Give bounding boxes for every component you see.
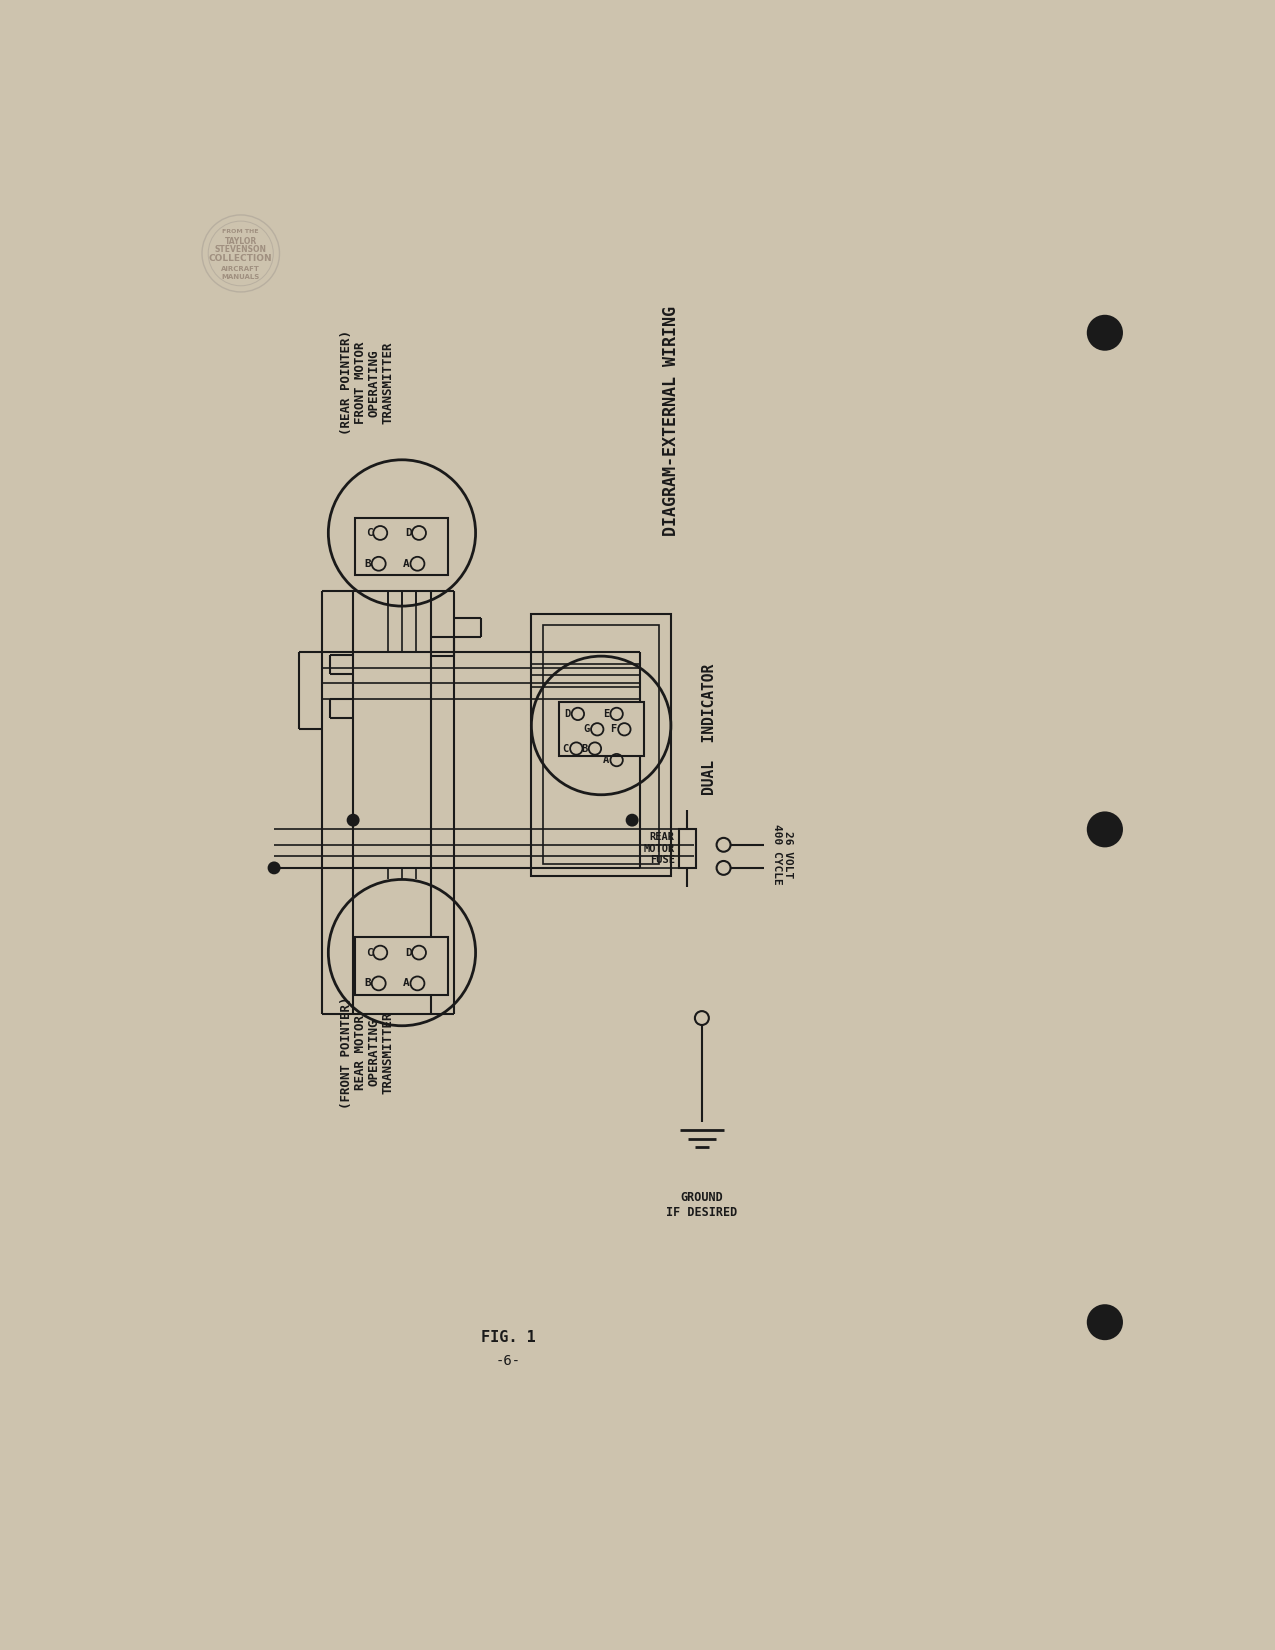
Text: STEVENSON: STEVENSON <box>214 246 266 254</box>
Text: AIRCRAFT: AIRCRAFT <box>222 266 260 272</box>
Text: D: D <box>404 947 412 957</box>
Text: -6-: -6- <box>496 1353 520 1368</box>
Circle shape <box>269 863 279 873</box>
Text: D: D <box>404 528 412 538</box>
Text: MANUALS: MANUALS <box>222 274 260 279</box>
Text: B: B <box>365 559 371 569</box>
Text: A: A <box>603 756 609 766</box>
Text: (FRONT POINTER): (FRONT POINTER) <box>339 997 353 1109</box>
Text: TAYLOR: TAYLOR <box>224 236 256 246</box>
Text: FIG. 1: FIG. 1 <box>481 1330 536 1345</box>
Bar <box>356 937 449 995</box>
Text: E: E <box>603 710 609 719</box>
Text: C: C <box>562 744 569 754</box>
Circle shape <box>1088 1305 1122 1340</box>
Text: OPERATING: OPERATING <box>367 1020 380 1086</box>
Bar <box>356 518 449 576</box>
Text: FRONT MOTOR: FRONT MOTOR <box>353 342 367 424</box>
Text: A: A <box>403 978 411 988</box>
Text: OPERATING: OPERATING <box>367 350 380 416</box>
Bar <box>558 703 644 756</box>
Bar <box>532 614 671 876</box>
Text: FROM THE: FROM THE <box>223 229 259 234</box>
Text: F: F <box>611 724 617 734</box>
Bar <box>678 830 696 868</box>
Text: REAR MOTOR: REAR MOTOR <box>353 1015 367 1091</box>
Text: B: B <box>581 744 588 754</box>
Text: REAR
MOTOR
FUSE: REAR MOTOR FUSE <box>644 832 674 865</box>
Text: (REAR POINTER): (REAR POINTER) <box>339 330 353 436</box>
Text: B: B <box>365 978 371 988</box>
Text: DUAL  INDICATOR: DUAL INDICATOR <box>703 663 717 795</box>
Text: COLLECTION: COLLECTION <box>209 254 273 264</box>
Text: C: C <box>366 528 372 538</box>
Circle shape <box>1088 315 1122 350</box>
Text: GROUND
IF DESIRED: GROUND IF DESIRED <box>667 1191 737 1219</box>
Circle shape <box>627 815 638 825</box>
Text: G: G <box>583 724 589 734</box>
Circle shape <box>348 815 358 825</box>
Text: TRANSMITTER: TRANSMITTER <box>381 342 394 424</box>
Text: C: C <box>366 947 372 957</box>
Text: DIAGRAM-EXTERNAL WIRING: DIAGRAM-EXTERNAL WIRING <box>662 307 680 536</box>
Text: D: D <box>564 710 570 719</box>
Circle shape <box>1088 812 1122 846</box>
Text: TRANSMITTER: TRANSMITTER <box>381 1011 394 1094</box>
Text: 26 VOLT
400 CYCLE: 26 VOLT 400 CYCLE <box>771 825 793 884</box>
Text: A: A <box>403 559 411 569</box>
Bar <box>543 625 659 865</box>
